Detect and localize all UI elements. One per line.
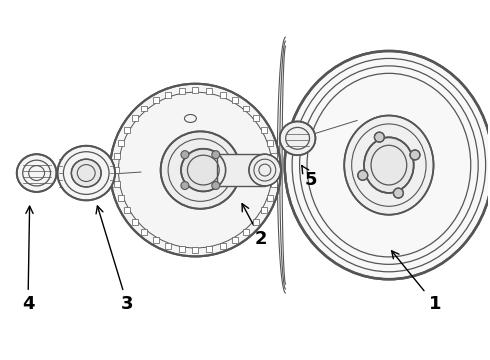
Bar — [206, 246, 212, 252]
Bar — [142, 229, 147, 235]
Ellipse shape — [285, 51, 490, 279]
Circle shape — [358, 170, 368, 180]
Bar — [270, 181, 276, 187]
Bar — [253, 116, 259, 121]
Bar — [244, 229, 249, 235]
Bar — [253, 219, 259, 225]
Bar — [132, 116, 138, 121]
Bar — [123, 207, 130, 213]
Bar — [261, 207, 267, 213]
Bar — [267, 140, 273, 145]
Bar — [220, 243, 225, 249]
Bar — [113, 167, 119, 173]
Bar — [153, 98, 159, 103]
Ellipse shape — [181, 149, 226, 192]
Bar — [232, 98, 238, 103]
Ellipse shape — [344, 116, 434, 215]
Bar — [118, 195, 124, 201]
Circle shape — [212, 181, 220, 189]
Circle shape — [374, 132, 384, 142]
Bar — [114, 153, 120, 159]
Bar — [114, 181, 120, 187]
Bar — [244, 105, 249, 112]
Ellipse shape — [17, 154, 56, 192]
Bar — [272, 167, 278, 173]
Text: 3: 3 — [96, 206, 133, 313]
Ellipse shape — [280, 121, 316, 155]
Bar — [193, 87, 198, 93]
Ellipse shape — [364, 137, 414, 193]
Text: 2: 2 — [242, 204, 268, 248]
Text: 1: 1 — [392, 251, 441, 313]
Ellipse shape — [57, 146, 115, 201]
Bar — [142, 105, 147, 112]
Bar — [165, 243, 171, 249]
Bar — [132, 219, 138, 225]
Circle shape — [181, 181, 189, 189]
Ellipse shape — [249, 154, 281, 186]
Circle shape — [393, 188, 403, 198]
Bar — [261, 127, 267, 133]
Bar — [217, 154, 265, 186]
Bar — [232, 237, 238, 243]
Bar — [179, 246, 185, 252]
Bar — [206, 88, 212, 94]
Circle shape — [181, 151, 189, 159]
Bar — [270, 153, 276, 159]
Circle shape — [212, 151, 220, 159]
Bar — [220, 91, 225, 98]
Ellipse shape — [110, 84, 281, 256]
Text: 4: 4 — [22, 206, 34, 313]
Bar — [179, 88, 185, 94]
Bar — [267, 195, 273, 201]
Text: 5: 5 — [302, 166, 317, 189]
Ellipse shape — [72, 159, 101, 187]
Bar — [118, 140, 124, 145]
Bar — [153, 237, 159, 243]
Circle shape — [410, 150, 420, 160]
Ellipse shape — [161, 131, 240, 209]
Bar — [165, 91, 171, 98]
Bar — [193, 247, 198, 253]
Bar — [123, 127, 130, 133]
